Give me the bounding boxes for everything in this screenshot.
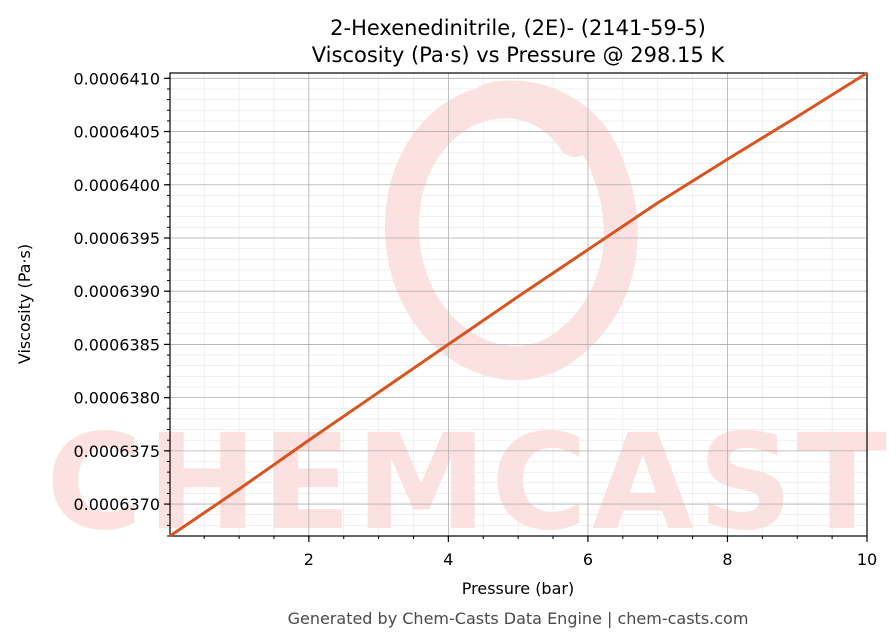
y-tick-label: 0.0006400: [73, 176, 160, 195]
x-axis-label: Pressure (bar): [462, 579, 574, 598]
y-axis: 0.0006370 0.0006375 0.0006380 0.0006385 0.00…: [73, 69, 170, 537]
y-tick-label: 0.0006390: [73, 282, 160, 301]
x-tick-label: 4: [443, 550, 453, 569]
y-tick-label: 0.0006410: [73, 69, 160, 88]
y-tick-label: 0.0006380: [73, 389, 160, 408]
y-axis-label: Viscosity (Pa·s): [15, 244, 34, 364]
y-tick-label: 0.0006385: [73, 335, 160, 354]
x-tick-label: 2: [304, 550, 314, 569]
x-axis: 2 4 6 8 10: [203, 536, 877, 569]
series-line: [169, 71, 868, 538]
series-layer: [169, 71, 868, 538]
y-tick-label: 0.0006395: [73, 229, 160, 248]
y-tick-label: 0.0006375: [73, 442, 160, 461]
chart-title: 2-Hexenedinitrile, (2E)- (2141-59-5): [330, 16, 706, 40]
chart-subtitle: Viscosity (Pa·s) vs Pressure @ 298.15 K: [312, 43, 726, 67]
watermark-swirl: [384, 80, 638, 381]
y-tick-label: 0.0006370: [73, 495, 160, 514]
footer-credit: Generated by Chem-Casts Data Engine | ch…: [288, 609, 749, 628]
x-tick-label: 8: [722, 550, 732, 569]
grid: [170, 73, 868, 537]
x-tick-label: 6: [583, 550, 593, 569]
x-tick-label: 10: [857, 550, 877, 569]
y-tick-label: 0.0006405: [73, 123, 160, 142]
